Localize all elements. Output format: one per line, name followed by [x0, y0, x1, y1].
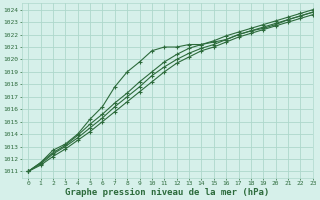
X-axis label: Graphe pression niveau de la mer (hPa): Graphe pression niveau de la mer (hPa) — [65, 188, 269, 197]
